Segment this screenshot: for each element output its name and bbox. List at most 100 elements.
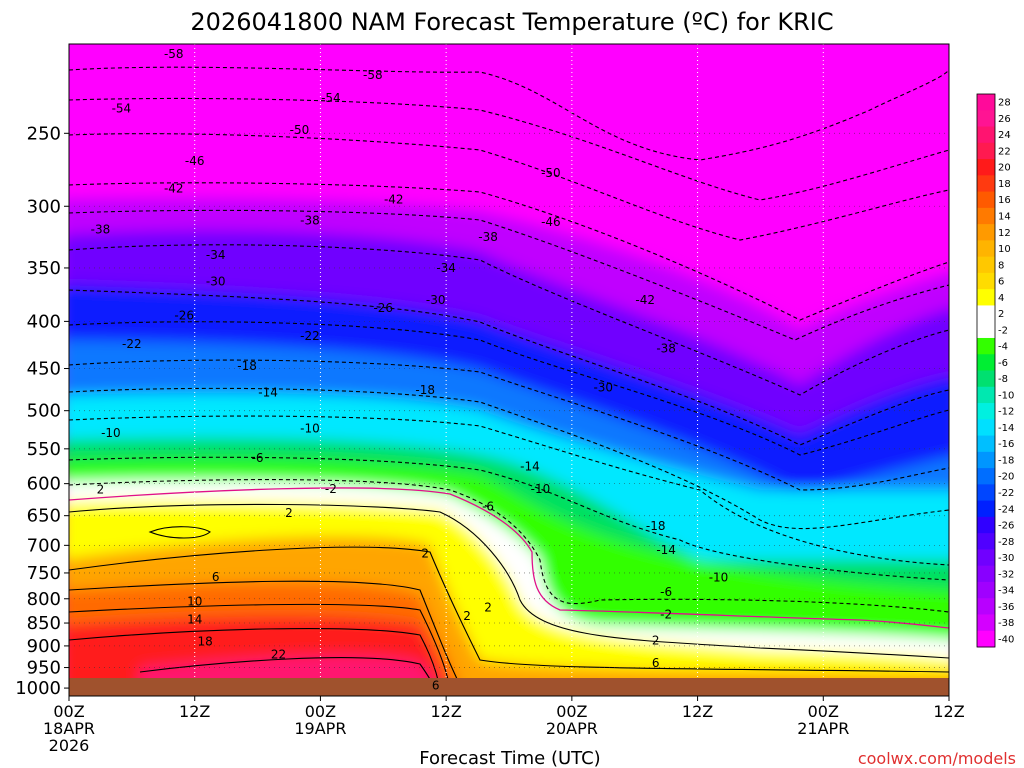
contour-label: -34 [436, 261, 456, 275]
legend-label: 2 [998, 309, 1004, 320]
contour-line [69, 387, 949, 530]
contour-label: 2 [285, 506, 293, 520]
contour-label: -22 [122, 337, 142, 351]
legend-swatch [977, 175, 995, 193]
contour-label: -2 [325, 482, 337, 496]
contour-label: -46 [185, 154, 205, 168]
legend-swatch [977, 321, 995, 339]
contour-label: -42 [164, 182, 184, 196]
y-tick-label: 300 [27, 196, 61, 217]
contour-line [148, 526, 211, 539]
x-tick-label: 00Z [556, 702, 587, 721]
legend-swatch [977, 142, 995, 160]
legend-swatch [977, 126, 995, 144]
contour-label: -18 [415, 383, 435, 397]
legend-swatch [977, 94, 995, 111]
legend-swatch [977, 435, 995, 453]
x-tick-label: 19APR [294, 719, 346, 738]
legend-label: -34 [998, 586, 1014, 597]
contour-label: -18 [237, 359, 257, 373]
contour-line [69, 182, 949, 321]
legend-label: 6 [998, 277, 1004, 288]
y-tick-label: 500 [27, 401, 61, 422]
negative-contours [69, 66, 949, 613]
contour-label: -30 [426, 293, 446, 307]
y-tick-label: 800 [27, 589, 61, 610]
contour-label: -10 [709, 571, 729, 585]
contour-line [69, 209, 949, 341]
contour-label: -38 [478, 230, 498, 244]
contour-label: -14 [520, 460, 540, 474]
legend-swatch [977, 207, 995, 225]
freezing-line [69, 487, 949, 629]
credit-text: coolwx.com/models [858, 749, 1016, 768]
legend-swatch [977, 614, 995, 632]
x-tick-label: 12Z [933, 702, 964, 721]
contour-label: -34 [206, 248, 226, 262]
contour-line [69, 580, 461, 686]
contour-line [69, 66, 949, 161]
contour-label: -6 [482, 499, 494, 513]
legend-label: -36 [998, 602, 1014, 613]
legend-label: -4 [998, 342, 1008, 353]
chart-title: 2026041800 NAM Forecast Temperature (ºC)… [190, 8, 833, 36]
contour-label: 22 [271, 647, 286, 661]
legend-swatch [977, 289, 995, 306]
legend-swatch [977, 565, 995, 583]
positive-contours [69, 503, 949, 696]
legend-swatch [977, 337, 995, 355]
y-tick-label: 550 [27, 439, 61, 460]
legend-label: -38 [998, 618, 1014, 629]
legend-swatch [977, 516, 995, 534]
y-tick-label: 950 [27, 658, 61, 679]
contour-label: 2 [97, 483, 105, 497]
contour-label: -54 [321, 91, 341, 105]
y-tick-label: 600 [27, 474, 61, 495]
y-tick-label: 650 [27, 506, 61, 527]
legend-label: 28 [998, 98, 1011, 109]
contour-label: -22 [300, 329, 320, 343]
plot-frame [68, 43, 950, 697]
legend-swatch [977, 630, 995, 648]
legend-label: -20 [998, 472, 1014, 483]
legend-swatch [977, 549, 995, 567]
contour-label: 6 [432, 678, 440, 692]
x-tick-label: 21APR [797, 719, 849, 738]
contour-label: -6 [660, 585, 672, 599]
contour-label: -50 [541, 166, 561, 180]
contour-label: 2 [421, 546, 429, 560]
legend-label: -12 [998, 407, 1014, 418]
legend-label: -10 [998, 390, 1014, 401]
contour-label: 14 [187, 613, 202, 627]
legend-label: 4 [998, 293, 1004, 304]
temperature-color-field [69, 198, 949, 696]
legend-label: -14 [998, 423, 1014, 434]
plot-area: -58-58-54-54-50-50-46-46-42-42-42-38-38-… [69, 44, 949, 696]
legend-label: -26 [998, 521, 1014, 532]
contour-label: -30 [593, 381, 613, 395]
legend-label: 14 [998, 211, 1011, 222]
x-tick-label: 12Z [430, 702, 461, 721]
contour-label: -18 [646, 519, 666, 533]
legend-swatch [977, 598, 995, 615]
legend-swatch [977, 500, 995, 518]
contour-label: -10 [300, 422, 320, 436]
x-tick-label: 12Z [179, 702, 210, 721]
contour-label: -42 [384, 193, 404, 207]
y-tick-label: 900 [27, 636, 61, 657]
legend-label: 8 [998, 260, 1004, 271]
x-tick-label: 00Z [808, 702, 839, 721]
legend-label: 24 [998, 130, 1011, 141]
legend-label: 22 [998, 146, 1011, 157]
contour-line [69, 603, 451, 691]
color-legend: 28 26 24 22 20 18 16 14 12 10 8 6 4 2 -2 -4 -6 -8 -10 -12 -1… [976, 93, 1014, 648]
y-tick-label: 700 [27, 535, 61, 556]
contour-line [69, 244, 949, 396]
y-axis: 2503003504004505005506006507007508008509… [15, 123, 69, 699]
x-axis-title: Forecast Time (UTC) [419, 748, 600, 768]
legend-swatch [977, 370, 995, 388]
y-tick-label: 400 [27, 311, 61, 332]
contour-line [69, 546, 949, 673]
legend-swatch [977, 272, 995, 290]
contour-label: -10 [531, 482, 551, 496]
